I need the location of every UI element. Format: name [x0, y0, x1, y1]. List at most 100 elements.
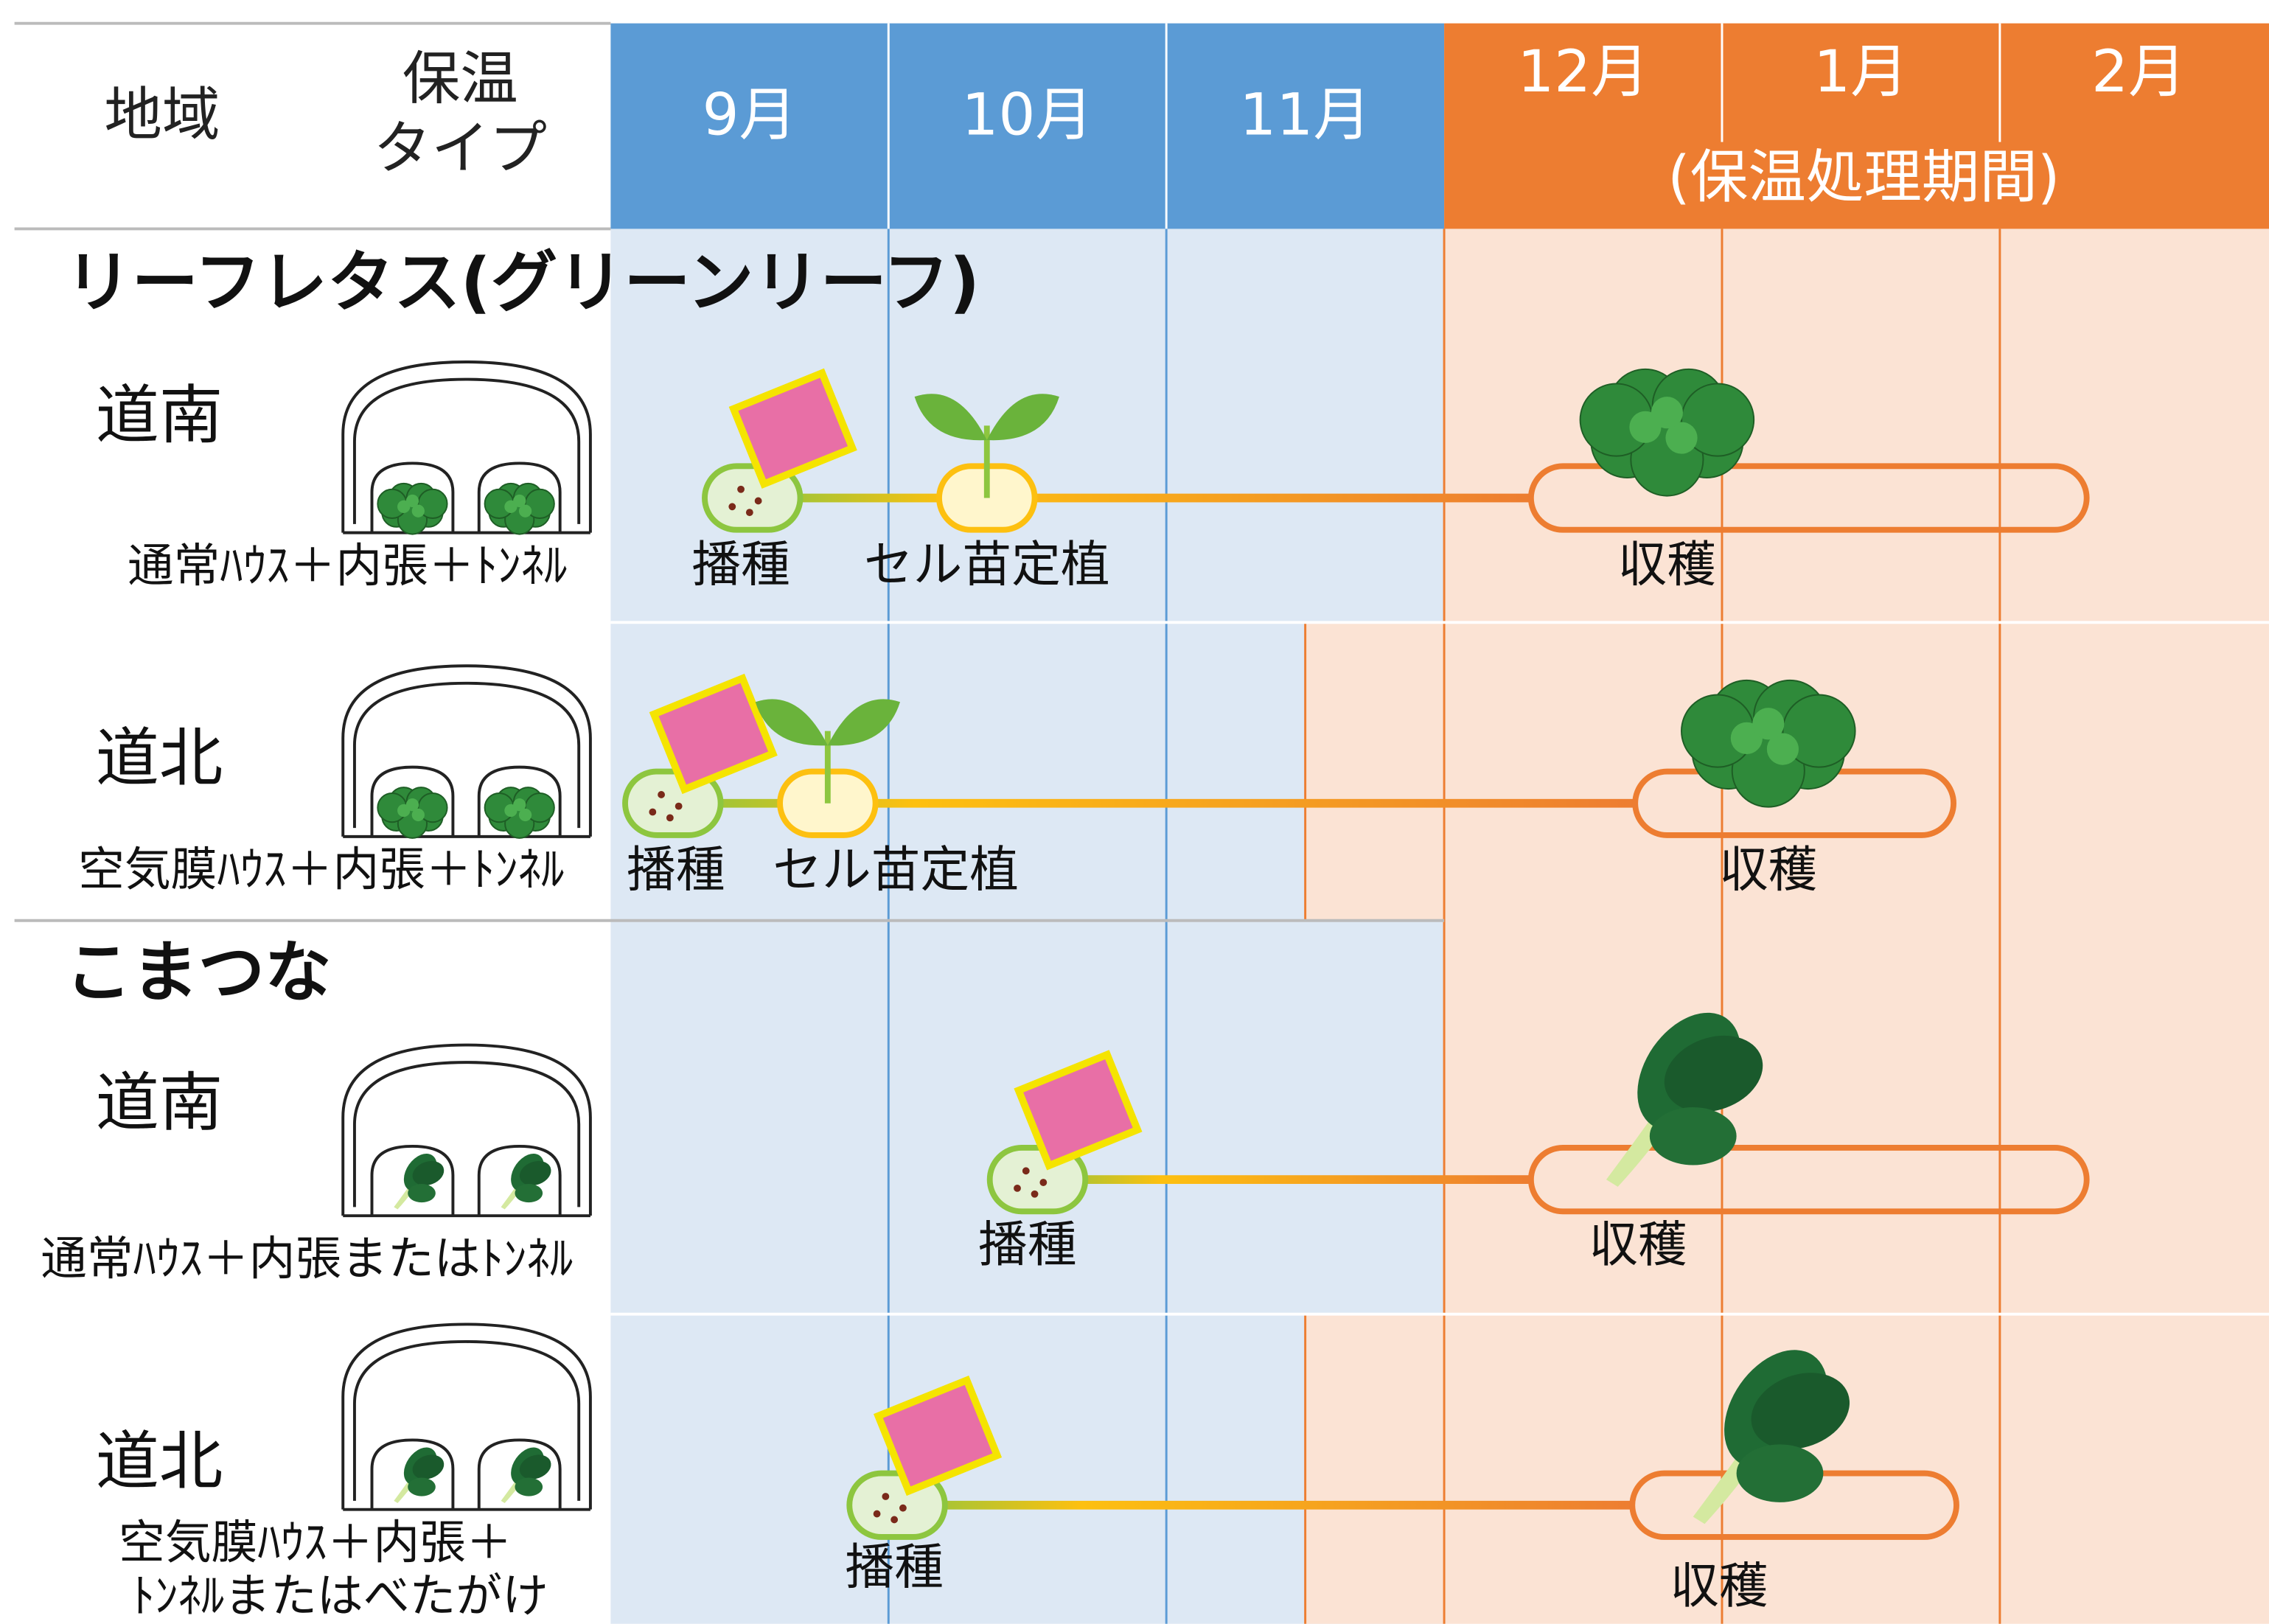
- stage-label: 収穫: [1670, 1557, 1768, 1614]
- tunnel: [370, 461, 455, 533]
- seed: [882, 1493, 890, 1500]
- leaf-hi: [513, 494, 526, 508]
- house-outline: [341, 1322, 592, 1510]
- leaf: [1751, 1373, 1850, 1449]
- lettuce-icon: [484, 482, 555, 535]
- leaf: [412, 1160, 445, 1186]
- leaf: [412, 1454, 445, 1480]
- komatsuna-icon: [394, 1154, 445, 1210]
- tunnel: [477, 1144, 562, 1216]
- region: 道南: [96, 1066, 223, 1140]
- lettuce-icon: [484, 787, 555, 839]
- seed: [675, 802, 683, 810]
- period-label: (保温処理期間): [1667, 143, 2060, 211]
- stage-label: 播種: [845, 1538, 943, 1596]
- region: 道南: [96, 379, 223, 453]
- month: 2月: [2091, 38, 2186, 105]
- leaf: [417, 488, 448, 519]
- stage-label: 播種: [627, 840, 725, 898]
- packet: [649, 673, 778, 795]
- leaf: [1736, 1444, 1824, 1502]
- timeline-bar: [1037, 1175, 1531, 1184]
- leaf: [524, 488, 555, 519]
- leaf-hi: [411, 808, 425, 822]
- seed: [1039, 1179, 1048, 1186]
- leaf: [519, 1160, 551, 1186]
- house-outline: [341, 360, 592, 533]
- house-inner: [352, 681, 581, 829]
- header-region: 地域: [104, 81, 220, 149]
- seed: [890, 1516, 899, 1524]
- sprout-leaf: [827, 699, 900, 746]
- sprout-leaf: [986, 394, 1059, 441]
- komatsuna-icon: [501, 1447, 551, 1504]
- seed-packet: [1014, 1050, 1143, 1171]
- leaf-hi: [1752, 708, 1785, 740]
- stage-label: 収穫: [1589, 1216, 1687, 1273]
- seed: [1022, 1167, 1030, 1175]
- timeline-bar: [897, 1500, 1633, 1510]
- komatsuna-icon: [394, 1447, 445, 1504]
- leaf-hi: [411, 504, 425, 517]
- seed: [899, 1504, 907, 1512]
- stage-label: 収穫: [1719, 840, 1817, 898]
- tunnel: [477, 461, 562, 533]
- stage-label: 収穫: [1618, 535, 1716, 593]
- leaf-hi: [518, 504, 532, 517]
- stage-label: 播種: [978, 1216, 1076, 1273]
- leaf-hi: [405, 494, 419, 508]
- packet: [873, 1375, 1003, 1496]
- house-inner: [352, 1061, 581, 1207]
- harvest-period: [1527, 463, 2090, 533]
- month: 10月: [962, 81, 1093, 149]
- timeline-bar: [672, 798, 1636, 808]
- leaf-hi: [405, 798, 419, 812]
- seed-packet: [873, 1375, 1003, 1496]
- harvest-period: [1527, 1144, 2090, 1215]
- house-icon: [341, 360, 592, 534]
- leaf: [524, 792, 555, 823]
- stage-label: セル苗定植: [864, 535, 1110, 593]
- seed: [1014, 1184, 1021, 1192]
- leaf: [1649, 1107, 1737, 1165]
- leaf: [408, 1477, 436, 1496]
- leaf: [1681, 383, 1755, 457]
- leaf-hi: [1665, 422, 1698, 454]
- month: 12月: [1517, 38, 1648, 105]
- komatsuna-icon: [1693, 1350, 1850, 1524]
- region: 道北: [96, 722, 223, 795]
- house-outline: [341, 1043, 592, 1216]
- header-type: 保温: [402, 45, 518, 113]
- lettuce-icon: [377, 787, 448, 839]
- leaf: [408, 1183, 436, 1203]
- house-type: 通常ﾊｳｽ＋内張＋ﾄﾝﾈﾙ: [128, 539, 568, 593]
- leaf: [515, 1183, 543, 1203]
- tunnel: [477, 1438, 562, 1510]
- seed: [728, 503, 736, 511]
- stage-label: セル苗定植: [773, 840, 1019, 898]
- house-type: 空気膜ﾊｳｽ＋内張＋: [119, 1516, 512, 1569]
- leaf: [417, 792, 448, 823]
- house-type: ﾄﾝﾈﾙまたはべたがけ: [132, 1569, 548, 1623]
- timeline-bar: [752, 493, 1531, 503]
- header-type: タイプ: [373, 114, 547, 182]
- leaf: [515, 1477, 543, 1496]
- seed: [1031, 1190, 1039, 1198]
- leaf-hi: [513, 798, 526, 812]
- leaf-hi: [1766, 733, 1799, 765]
- tunnel: [370, 1144, 455, 1216]
- seed: [658, 791, 666, 798]
- seed: [754, 497, 762, 505]
- house-inner: [352, 1339, 581, 1501]
- sprout-leaf: [755, 699, 828, 746]
- house-outline: [341, 664, 592, 837]
- tunnel: [477, 765, 562, 837]
- house-type: 通常ﾊｳｽ＋内張またはﾄﾝﾈﾙ: [41, 1232, 573, 1286]
- lettuce-icon: [1579, 368, 1755, 497]
- tunnel: [370, 1438, 455, 1510]
- house-inner: [352, 377, 581, 524]
- leaf: [519, 1454, 551, 1480]
- leaf: [1782, 694, 1856, 768]
